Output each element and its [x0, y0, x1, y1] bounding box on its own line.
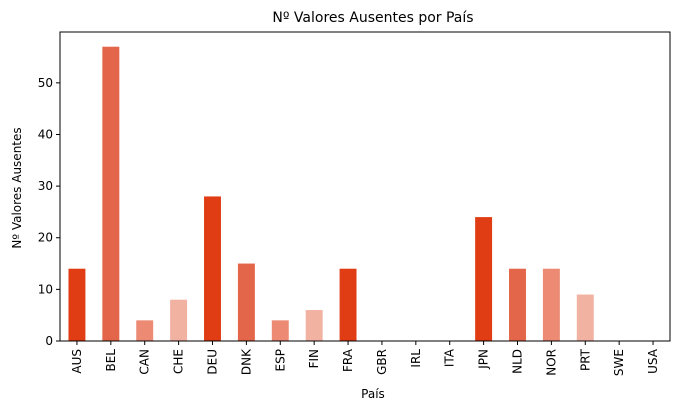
- y-tick-label: 0: [45, 334, 53, 348]
- x-tick-label: GBR: [375, 349, 389, 375]
- x-tick-label: NOR: [544, 349, 558, 376]
- y-tick-label: 10: [38, 282, 53, 296]
- x-tick-label: DEU: [206, 349, 220, 375]
- x-tick-label: DNK: [239, 348, 253, 375]
- chart-title: Nº Valores Ausentes por País: [272, 10, 473, 26]
- y-tick-label: 50: [38, 76, 53, 90]
- bar-nor: [542, 268, 560, 341]
- x-tick-label: CAN: [138, 349, 152, 375]
- bar-deu: [204, 196, 221, 341]
- x-tick-label: PRT: [578, 348, 592, 371]
- x-tick-label: SWE: [612, 349, 626, 376]
- y-tick-label: 40: [38, 127, 53, 141]
- x-tick-label: ESP: [273, 349, 287, 371]
- y-tick-label: 20: [38, 231, 53, 245]
- y-axis-label: Nº Valores Ausentes: [10, 127, 24, 248]
- bar-dnk: [237, 263, 255, 341]
- bar-bel: [102, 46, 120, 341]
- x-tick-label: JPN: [477, 349, 491, 370]
- bar-fin: [305, 310, 323, 341]
- x-tick-label: IRL: [409, 349, 423, 368]
- x-tick-label: USA: [646, 348, 660, 374]
- x-tick-label: CHE: [172, 349, 186, 374]
- bars-group: [68, 46, 594, 341]
- y-axis-ticks: 0 10 20 30 40 50: [38, 76, 60, 348]
- x-tick-label: FRA: [341, 348, 355, 372]
- x-tick-label: BEL: [104, 349, 118, 372]
- y-tick-label: 30: [38, 179, 53, 193]
- x-tick-label: NLD: [511, 349, 525, 374]
- bar-prt: [576, 294, 594, 341]
- bar-nld: [509, 268, 526, 341]
- bar-esp: [271, 320, 289, 341]
- x-tick-label: ITA: [443, 348, 457, 367]
- x-axis-ticks: AUS BEL CAN CHE DEU DNK ESP FIN FRA GBR IRL ITA JPN N…: [70, 341, 660, 376]
- bar-aus: [68, 268, 86, 341]
- x-tick-label: AUS: [70, 349, 84, 374]
- x-axis-label: País: [361, 387, 385, 401]
- bar-che: [170, 299, 188, 341]
- bar-jpn: [475, 217, 493, 341]
- bar-fra: [339, 268, 357, 341]
- bar-can: [136, 320, 154, 341]
- x-tick-label: FIN: [307, 349, 321, 368]
- plot-frame: [59, 31, 671, 342]
